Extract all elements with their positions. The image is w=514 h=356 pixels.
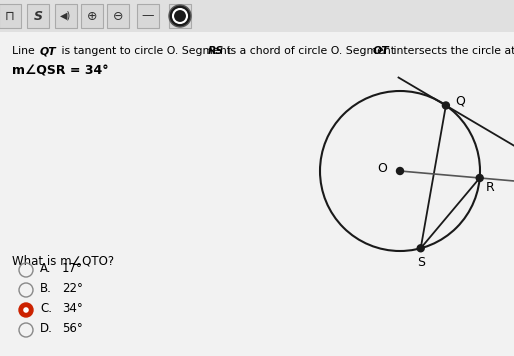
Circle shape bbox=[443, 102, 449, 109]
FancyBboxPatch shape bbox=[169, 4, 191, 28]
Circle shape bbox=[23, 307, 29, 313]
Text: is tangent to circle O. Segment: is tangent to circle O. Segment bbox=[58, 46, 234, 56]
Text: ◀): ◀) bbox=[60, 11, 71, 21]
Text: B.: B. bbox=[40, 282, 52, 294]
Text: QT: QT bbox=[40, 46, 57, 56]
Text: m∠QSR = 34°: m∠QSR = 34° bbox=[12, 65, 108, 78]
Text: 56°: 56° bbox=[62, 321, 83, 335]
Text: ⊕: ⊕ bbox=[87, 10, 97, 22]
Circle shape bbox=[476, 174, 483, 182]
Text: What is m∠QTO?: What is m∠QTO? bbox=[12, 254, 114, 267]
Text: RS: RS bbox=[208, 46, 224, 56]
Text: O: O bbox=[377, 162, 387, 176]
Text: ⊓: ⊓ bbox=[5, 10, 15, 22]
Text: is a chord of circle O. Segment: is a chord of circle O. Segment bbox=[224, 46, 398, 56]
FancyBboxPatch shape bbox=[137, 4, 159, 28]
Text: —: — bbox=[142, 10, 154, 22]
Text: S: S bbox=[417, 256, 425, 269]
FancyBboxPatch shape bbox=[27, 4, 49, 28]
Text: Line: Line bbox=[12, 46, 38, 56]
Text: 17°: 17° bbox=[62, 262, 83, 274]
Text: R: R bbox=[485, 182, 494, 194]
FancyBboxPatch shape bbox=[0, 4, 21, 28]
Text: intersects the circle at R.: intersects the circle at R. bbox=[390, 46, 514, 56]
Circle shape bbox=[19, 303, 33, 317]
Text: OT: OT bbox=[373, 46, 390, 56]
FancyBboxPatch shape bbox=[0, 0, 514, 32]
FancyBboxPatch shape bbox=[107, 4, 129, 28]
Text: D.: D. bbox=[40, 321, 53, 335]
FancyBboxPatch shape bbox=[81, 4, 103, 28]
FancyBboxPatch shape bbox=[55, 4, 77, 28]
Text: Q: Q bbox=[455, 95, 465, 108]
Text: ⊖: ⊖ bbox=[113, 10, 123, 22]
Circle shape bbox=[396, 168, 403, 174]
Text: C.: C. bbox=[40, 302, 52, 314]
Circle shape bbox=[417, 245, 424, 252]
Text: S: S bbox=[33, 10, 43, 22]
Text: 22°: 22° bbox=[62, 282, 83, 294]
Text: 34°: 34° bbox=[62, 302, 83, 314]
Text: A.: A. bbox=[40, 262, 51, 274]
Circle shape bbox=[169, 5, 191, 27]
